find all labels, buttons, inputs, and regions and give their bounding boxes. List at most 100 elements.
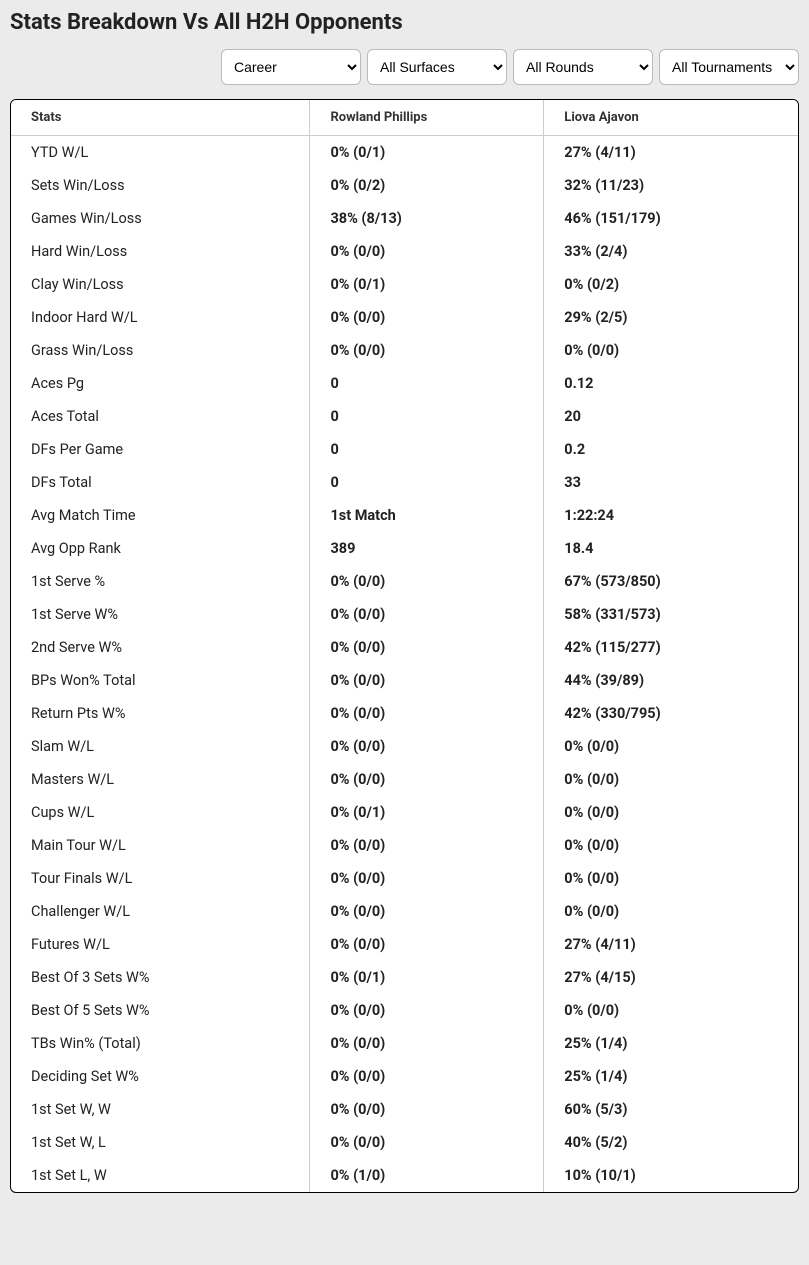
- stat-value-p1: 0% (0/0): [310, 301, 544, 334]
- filter-period[interactable]: Career: [221, 49, 361, 85]
- stat-value-p1: 0% (0/1): [310, 268, 544, 301]
- stat-value-p2: 0% (0/0): [544, 994, 798, 1027]
- stat-value-p2: 67% (573/850): [544, 565, 798, 598]
- stat-label: TBs Win% (Total): [11, 1027, 310, 1060]
- stat-value-p2: 27% (4/15): [544, 961, 798, 994]
- stat-label: Futures W/L: [11, 928, 310, 961]
- stat-label: Avg Match Time: [11, 499, 310, 532]
- stat-value-p2: 42% (330/795): [544, 697, 798, 730]
- filter-bar: Career All Surfaces All Rounds All Tourn…: [10, 49, 799, 85]
- stat-value-p1: 0% (0/0): [310, 1093, 544, 1126]
- table-row: Hard Win/Loss0% (0/0)33% (2/4): [11, 235, 798, 268]
- stat-value-p1: 0: [310, 433, 544, 466]
- table-row: TBs Win% (Total)0% (0/0)25% (1/4): [11, 1027, 798, 1060]
- stat-label: Tour Finals W/L: [11, 862, 310, 895]
- stat-value-p1: 0% (0/0): [310, 1126, 544, 1159]
- stat-label: Indoor Hard W/L: [11, 301, 310, 334]
- stat-value-p1: 0% (0/0): [310, 235, 544, 268]
- stat-value-p2: 0% (0/0): [544, 829, 798, 862]
- stat-label: Sets Win/Loss: [11, 169, 310, 202]
- stat-value-p1: 0% (0/0): [310, 1060, 544, 1093]
- table-row: Masters W/L0% (0/0)0% (0/0): [11, 763, 798, 796]
- stat-label: Deciding Set W%: [11, 1060, 310, 1093]
- stat-value-p1: 0: [310, 400, 544, 433]
- table-row: Challenger W/L0% (0/0)0% (0/0): [11, 895, 798, 928]
- filter-tournament[interactable]: All Tournaments: [659, 49, 799, 85]
- stat-value-p1: 0% (0/0): [310, 697, 544, 730]
- stat-label: Masters W/L: [11, 763, 310, 796]
- table-row: 1st Serve W%0% (0/0)58% (331/573): [11, 598, 798, 631]
- stats-table-wrap: Stats Rowland Phillips Liova Ajavon YTD …: [10, 99, 799, 1193]
- table-row: YTD W/L0% (0/1)27% (4/11): [11, 136, 798, 170]
- table-row: Aces Total020: [11, 400, 798, 433]
- stat-value-p1: 0% (0/0): [310, 598, 544, 631]
- table-row: DFs Total033: [11, 466, 798, 499]
- stat-label: YTD W/L: [11, 136, 310, 170]
- table-row: Grass Win/Loss0% (0/0)0% (0/0): [11, 334, 798, 367]
- stat-value-p1: 0% (0/0): [310, 664, 544, 697]
- stat-label: Slam W/L: [11, 730, 310, 763]
- stat-value-p1: 0: [310, 466, 544, 499]
- stat-label: Best Of 3 Sets W%: [11, 961, 310, 994]
- stat-value-p1: 38% (8/13): [310, 202, 544, 235]
- stat-value-p1: 0% (0/0): [310, 730, 544, 763]
- stat-value-p1: 0% (0/0): [310, 829, 544, 862]
- table-row: Tour Finals W/L0% (0/0)0% (0/0): [11, 862, 798, 895]
- stat-label: Games Win/Loss: [11, 202, 310, 235]
- stat-label: BPs Won% Total: [11, 664, 310, 697]
- stat-value-p2: 33: [544, 466, 798, 499]
- stat-label: Grass Win/Loss: [11, 334, 310, 367]
- stat-value-p1: 389: [310, 532, 544, 565]
- stat-value-p2: 10% (10/1): [544, 1159, 798, 1192]
- stat-value-p2: 46% (151/179): [544, 202, 798, 235]
- table-row: Clay Win/Loss0% (0/1)0% (0/2): [11, 268, 798, 301]
- table-row: Avg Opp Rank38918.4: [11, 532, 798, 565]
- filter-round[interactable]: All Rounds: [513, 49, 653, 85]
- stat-value-p2: 42% (115/277): [544, 631, 798, 664]
- stat-label: 1st Set L, W: [11, 1159, 310, 1192]
- stat-value-p2: 1:22:24: [544, 499, 798, 532]
- stat-value-p1: 0% (1/0): [310, 1159, 544, 1192]
- stat-value-p2: 0% (0/0): [544, 763, 798, 796]
- table-row: Futures W/L0% (0/0)27% (4/11): [11, 928, 798, 961]
- stat-value-p1: 0% (0/1): [310, 136, 544, 170]
- table-row: 1st Set L, W0% (1/0)10% (10/1): [11, 1159, 798, 1192]
- table-row: Return Pts W%0% (0/0)42% (330/795): [11, 697, 798, 730]
- table-row: Avg Match Time1st Match1:22:24: [11, 499, 798, 532]
- stat-label: Aces Total: [11, 400, 310, 433]
- stat-value-p1: 0% (0/0): [310, 334, 544, 367]
- table-row: Sets Win/Loss0% (0/2)32% (11/23): [11, 169, 798, 202]
- stat-label: 2nd Serve W%: [11, 631, 310, 664]
- stat-label: Aces Pg: [11, 367, 310, 400]
- filter-surface[interactable]: All Surfaces: [367, 49, 507, 85]
- stat-value-p1: 0% (0/0): [310, 631, 544, 664]
- table-row: 1st Serve %0% (0/0)67% (573/850): [11, 565, 798, 598]
- stat-label: Clay Win/Loss: [11, 268, 310, 301]
- stat-value-p2: 0% (0/0): [544, 862, 798, 895]
- stat-value-p1: 0% (0/0): [310, 928, 544, 961]
- stat-value-p2: 32% (11/23): [544, 169, 798, 202]
- table-row: BPs Won% Total0% (0/0)44% (39/89): [11, 664, 798, 697]
- stat-value-p2: 27% (4/11): [544, 136, 798, 170]
- stat-value-p1: 0% (0/0): [310, 1027, 544, 1060]
- stat-value-p2: 18.4: [544, 532, 798, 565]
- stat-value-p1: 0% (0/2): [310, 169, 544, 202]
- col-stats: Stats: [11, 100, 310, 136]
- stat-label: Cups W/L: [11, 796, 310, 829]
- stat-label: 1st Set W, W: [11, 1093, 310, 1126]
- stat-label: Hard Win/Loss: [11, 235, 310, 268]
- stat-value-p2: 0% (0/0): [544, 334, 798, 367]
- stat-value-p2: 25% (1/4): [544, 1027, 798, 1060]
- table-row: 1st Set W, W0% (0/0)60% (5/3): [11, 1093, 798, 1126]
- stat-label: 1st Set W, L: [11, 1126, 310, 1159]
- stat-value-p1: 0: [310, 367, 544, 400]
- stat-value-p2: 20: [544, 400, 798, 433]
- stat-value-p2: 0% (0/0): [544, 730, 798, 763]
- table-row: Games Win/Loss38% (8/13)46% (151/179): [11, 202, 798, 235]
- table-row: Best Of 3 Sets W%0% (0/1)27% (4/15): [11, 961, 798, 994]
- table-row: Main Tour W/L0% (0/0)0% (0/0): [11, 829, 798, 862]
- table-row: DFs Per Game00.2: [11, 433, 798, 466]
- stat-value-p1: 0% (0/0): [310, 565, 544, 598]
- stat-value-p1: 1st Match: [310, 499, 544, 532]
- stat-value-p1: 0% (0/0): [310, 763, 544, 796]
